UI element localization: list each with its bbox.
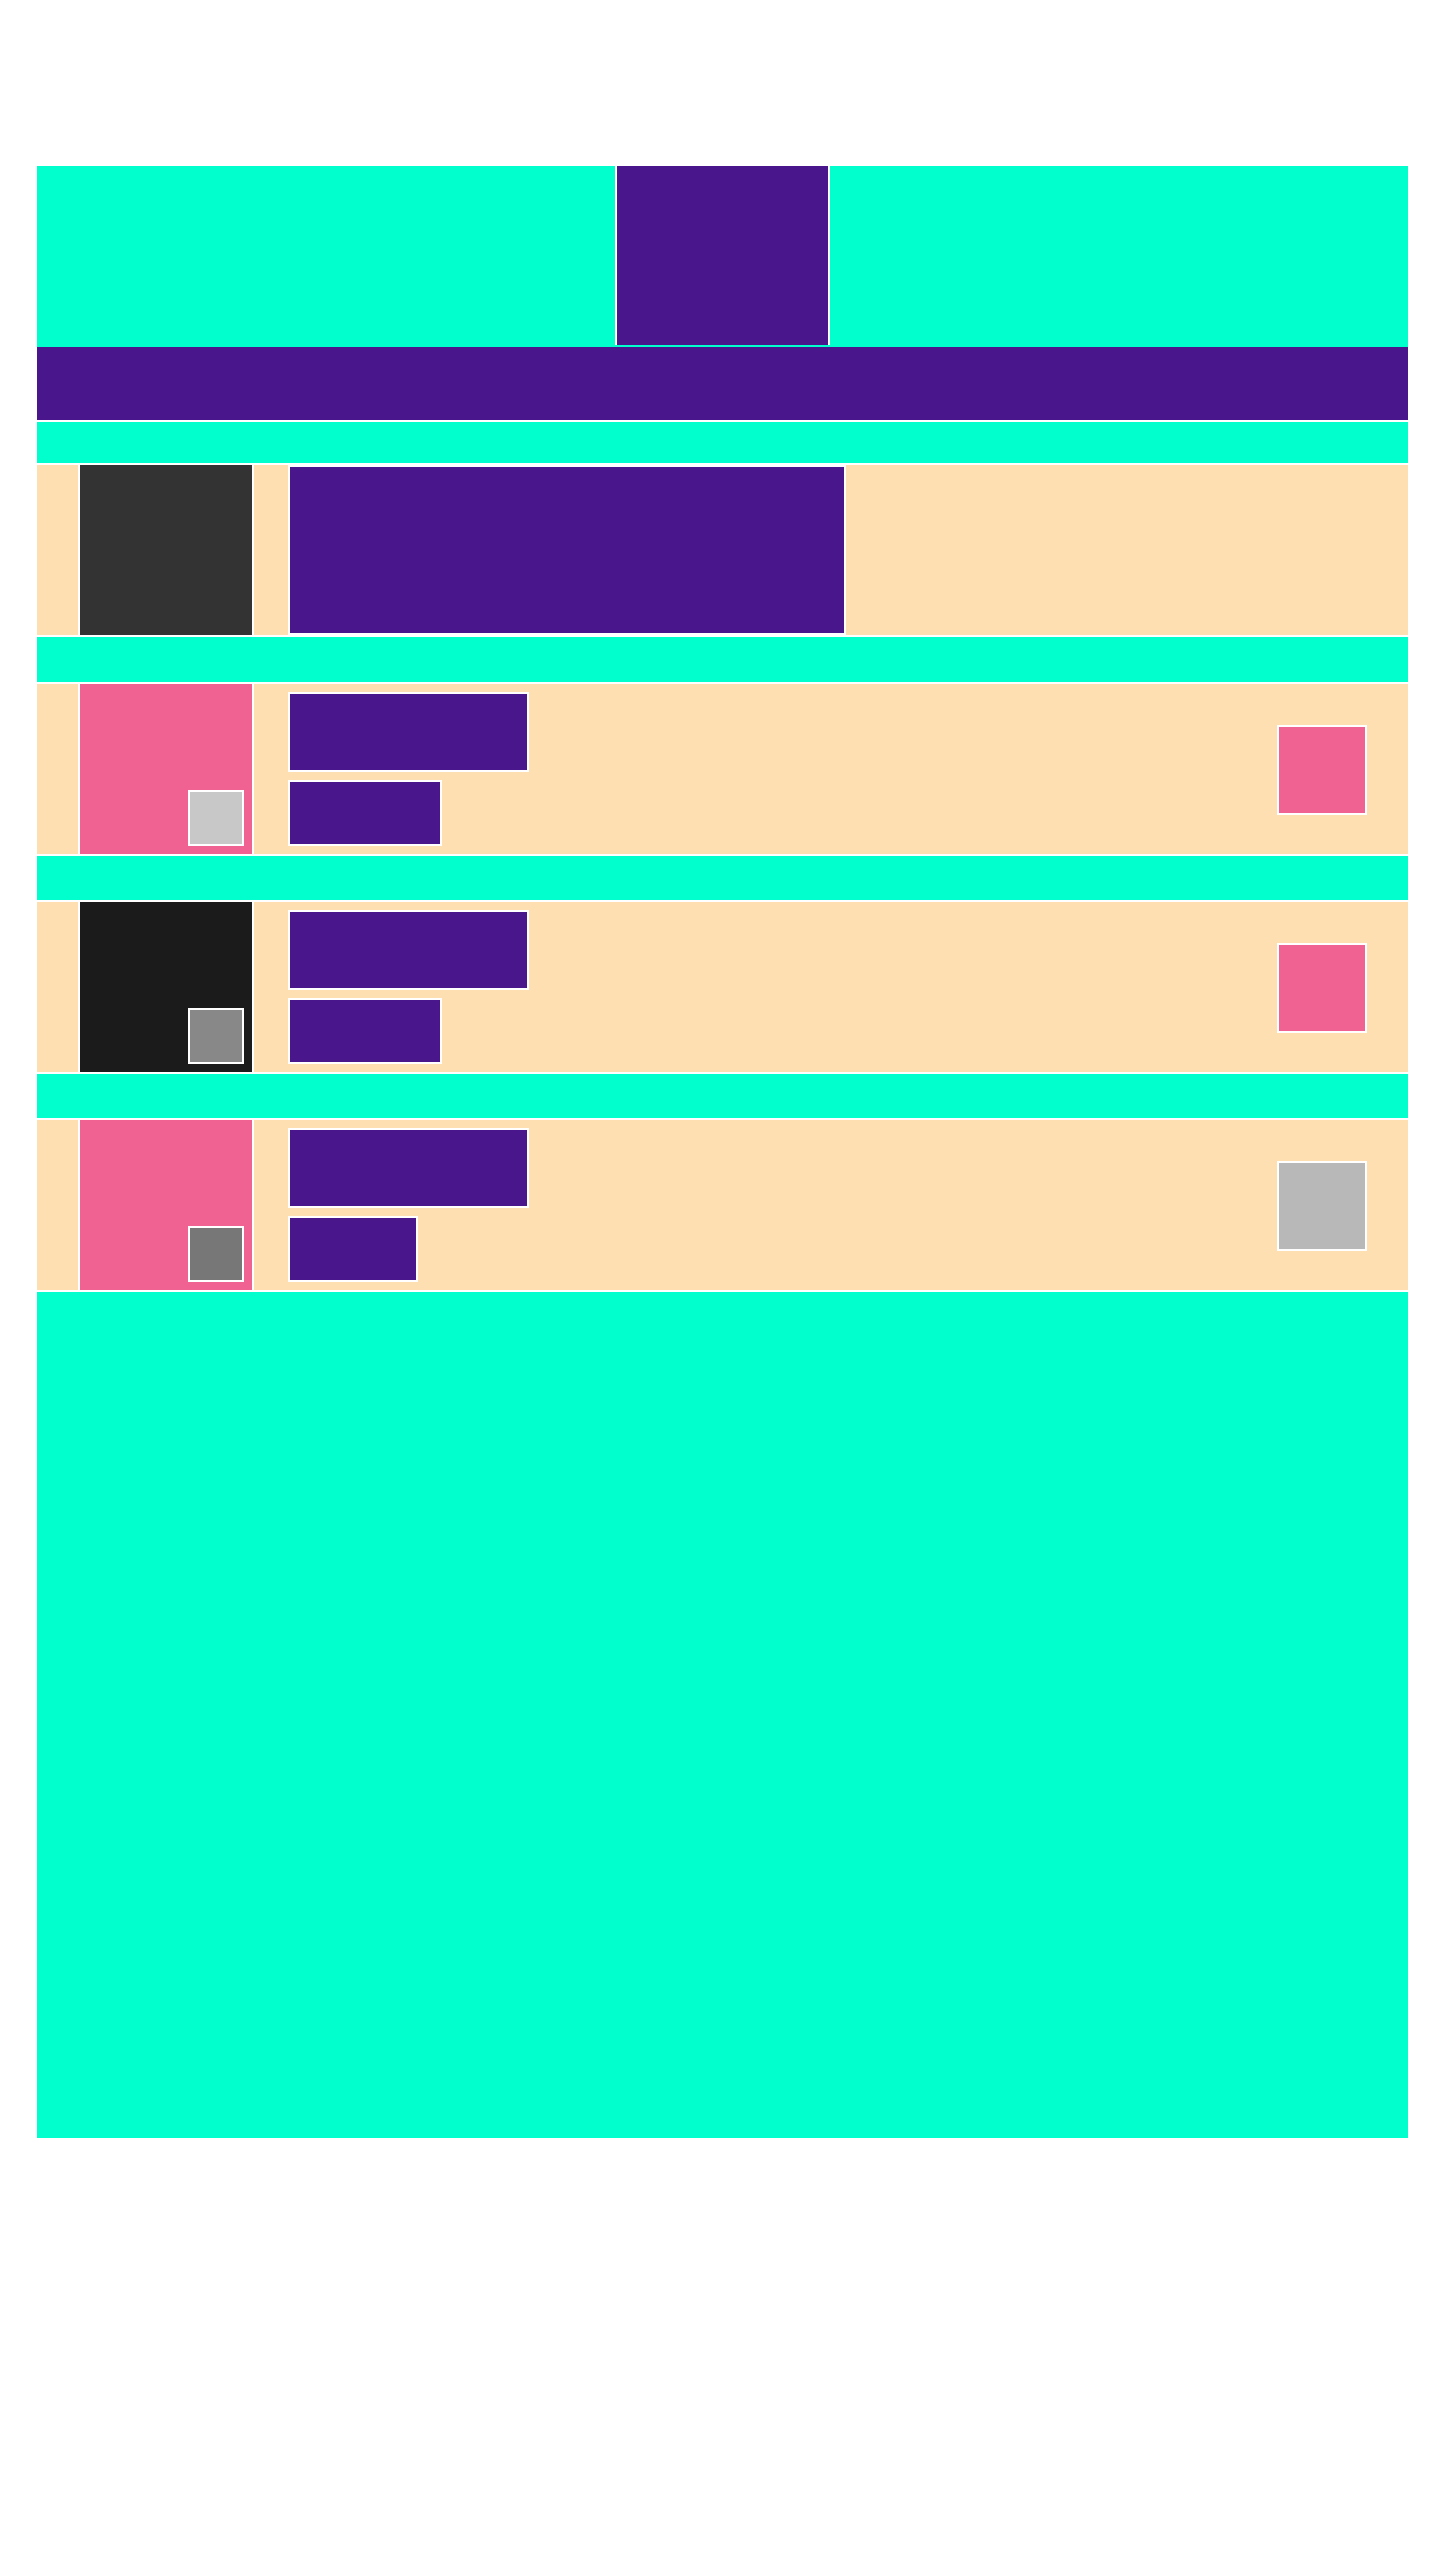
list-item-subtitle-block (288, 998, 442, 1064)
list-item-thumbnail[interactable] (78, 684, 254, 854)
list-item[interactable] (37, 1118, 1408, 1292)
list-item-title-block (288, 1128, 529, 1208)
thumbnail-badge (188, 1008, 244, 1064)
list-item-thumbnail[interactable] (78, 1120, 254, 1290)
list-item-title-block (288, 692, 529, 772)
header (37, 166, 1408, 345)
list-item-subtitle-block (288, 1216, 418, 1282)
title-bar (37, 347, 1408, 422)
list-item-subtitle-block (288, 780, 442, 846)
thumbnail-badge (188, 1226, 244, 1282)
feature-item[interactable] (37, 463, 1408, 637)
list-item[interactable] (37, 682, 1408, 856)
list-item-title-block (288, 910, 529, 990)
thumbnail-badge (188, 790, 244, 846)
header-logo-block[interactable] (615, 166, 830, 345)
list-item-action-button[interactable] (1277, 1161, 1367, 1251)
list-item-thumbnail[interactable] (78, 902, 254, 1072)
list-item-action-button[interactable] (1277, 943, 1367, 1033)
list-item-action-button[interactable] (1277, 725, 1367, 815)
feature-thumbnail[interactable] (78, 465, 254, 635)
main-panel (37, 166, 1408, 2138)
list-item[interactable] (37, 900, 1408, 1074)
feature-content-block[interactable] (288, 465, 846, 635)
